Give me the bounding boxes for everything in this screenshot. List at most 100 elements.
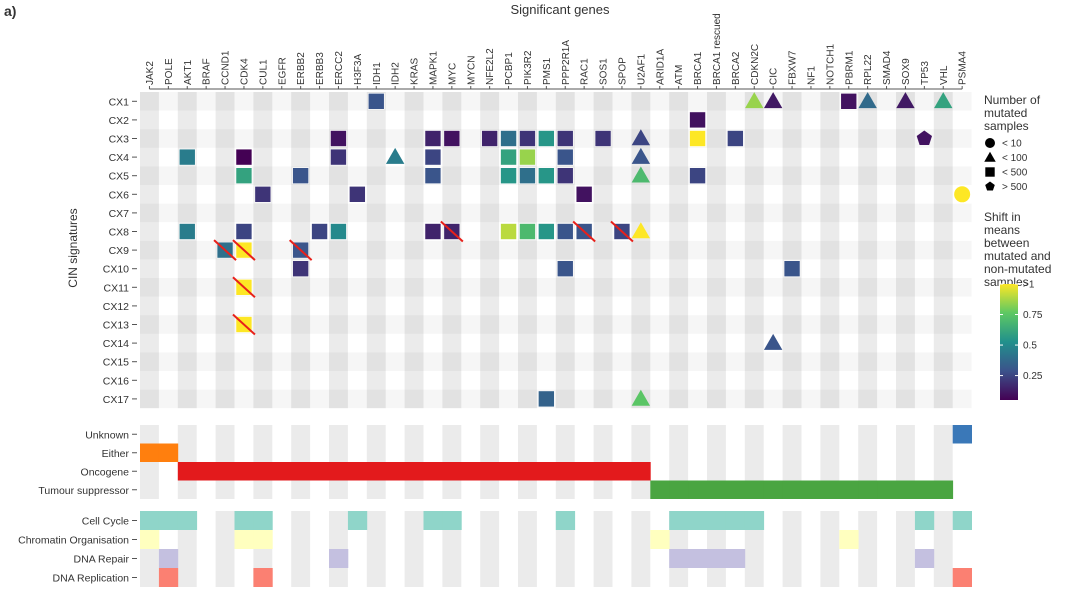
mark-triangle bbox=[631, 166, 651, 183]
heatmap-marks bbox=[178, 92, 971, 408]
pathway-label: DNA Replication bbox=[53, 573, 130, 585]
mark-square bbox=[424, 130, 442, 147]
role-cell bbox=[650, 480, 670, 499]
stripe-column bbox=[669, 92, 689, 409]
stripe-column bbox=[291, 511, 311, 587]
pathway-cell bbox=[744, 511, 765, 530]
gene-label: U2AF1 bbox=[636, 53, 647, 85]
gene-label: AKT1 bbox=[183, 60, 194, 85]
mark-square bbox=[538, 223, 555, 240]
mark-square bbox=[689, 111, 706, 129]
pathway-cell bbox=[650, 530, 670, 549]
mark-square bbox=[500, 223, 517, 240]
gene-label: TP53 bbox=[920, 61, 931, 85]
gene-labels: JAK2 POLE AKT1 BRAF CCND1 CDK4 CUL1 EGFR ERBB2 ER… bbox=[145, 13, 969, 90]
mark-square bbox=[235, 167, 253, 184]
stripe-column bbox=[404, 511, 424, 587]
crossed-line bbox=[232, 239, 256, 261]
pathway-cell bbox=[555, 511, 576, 530]
gene-label: RAC1 bbox=[580, 58, 591, 85]
mark-triangle bbox=[763, 92, 783, 109]
role-cell bbox=[234, 462, 254, 481]
mark-square bbox=[840, 93, 858, 110]
gene-label: PMS1 bbox=[542, 57, 553, 85]
mark-square bbox=[367, 93, 385, 110]
signature-label: CX12 bbox=[103, 301, 129, 313]
stripe-column bbox=[858, 511, 878, 587]
role-cell bbox=[914, 480, 935, 499]
role-cell bbox=[253, 462, 273, 481]
mark-square bbox=[349, 186, 366, 203]
pathway-cell bbox=[914, 511, 935, 530]
mark-square bbox=[235, 223, 253, 240]
role-label: Oncogene bbox=[81, 466, 130, 478]
gene-label: PIK3R2 bbox=[523, 50, 534, 85]
mark-square bbox=[538, 390, 555, 408]
gene-label: FBXW7 bbox=[788, 50, 799, 85]
stripe-row bbox=[140, 390, 972, 409]
role-cell bbox=[442, 462, 462, 481]
gene-label: BRCA2 bbox=[731, 51, 742, 85]
gene-label: IDH1 bbox=[372, 62, 383, 85]
role-cell bbox=[593, 462, 613, 481]
stripe-column bbox=[896, 511, 915, 587]
stripe-row bbox=[140, 129, 972, 148]
signature-label: CX17 bbox=[103, 394, 129, 406]
gene-label: BRAF bbox=[202, 58, 213, 85]
gene-label: H3F3A bbox=[353, 54, 364, 85]
mark-square bbox=[443, 130, 461, 147]
gene-label: CIC bbox=[769, 68, 780, 85]
stripe-column bbox=[140, 92, 159, 409]
signature-label: CX1 bbox=[109, 96, 130, 108]
legend-shape-label: < 100 bbox=[1002, 153, 1028, 164]
stripe-column bbox=[593, 92, 613, 409]
chart-title: Significant genes bbox=[510, 2, 610, 17]
colorbar-label: 0.25 bbox=[1023, 371, 1043, 382]
gene-label: BRCA1 rescued bbox=[712, 13, 723, 85]
legend-shape-label: > 500 bbox=[1002, 182, 1028, 193]
gene-label: PBRM1 bbox=[844, 50, 855, 85]
role-cell bbox=[366, 462, 387, 481]
signature-label: CX11 bbox=[104, 282, 130, 294]
mark-square bbox=[292, 260, 309, 278]
stripe-column bbox=[820, 511, 840, 587]
role-cell bbox=[518, 462, 538, 481]
mark-square bbox=[538, 167, 555, 184]
pathway-cell bbox=[177, 511, 198, 530]
signature-label: CX9 bbox=[109, 245, 130, 257]
panel-label: a) bbox=[4, 3, 16, 19]
role-cell bbox=[423, 462, 443, 481]
mark-square bbox=[519, 148, 536, 166]
gene-label: MYC bbox=[447, 63, 458, 85]
pathway-cell bbox=[952, 511, 972, 530]
pathway-cell bbox=[688, 511, 708, 530]
colorbar-label: >1 bbox=[1023, 280, 1035, 291]
mark-circle bbox=[985, 138, 995, 148]
stripe-column bbox=[215, 511, 235, 587]
mark-triangle bbox=[934, 92, 953, 109]
crossed-line bbox=[213, 239, 237, 261]
role-cell bbox=[291, 462, 311, 481]
role-cell bbox=[725, 480, 746, 499]
stripe-row bbox=[140, 352, 972, 371]
stripe-column bbox=[820, 92, 840, 409]
mark-square bbox=[424, 223, 442, 240]
pathway-cell bbox=[140, 511, 160, 530]
pathway-cell bbox=[158, 549, 179, 568]
mark-triangle bbox=[631, 222, 651, 239]
gene-label: KRAS bbox=[410, 57, 421, 85]
legend-color-title: Shift in means between mutated and non-mutat… bbox=[984, 210, 1051, 289]
role-cell bbox=[499, 462, 519, 481]
gene-label: PCBP1 bbox=[504, 52, 515, 85]
role-cell bbox=[347, 462, 368, 481]
role-cell bbox=[631, 462, 651, 481]
mark-square bbox=[500, 167, 517, 184]
stripe-column bbox=[744, 92, 764, 409]
gene-label: SOX9 bbox=[901, 58, 912, 85]
gene-role-panel bbox=[140, 425, 972, 499]
stripe-column bbox=[329, 92, 348, 409]
gene-label: NFE2L2 bbox=[485, 48, 496, 85]
mark-triangle bbox=[858, 92, 877, 109]
legend-shape-title: Number of mutated samples bbox=[984, 93, 1041, 133]
